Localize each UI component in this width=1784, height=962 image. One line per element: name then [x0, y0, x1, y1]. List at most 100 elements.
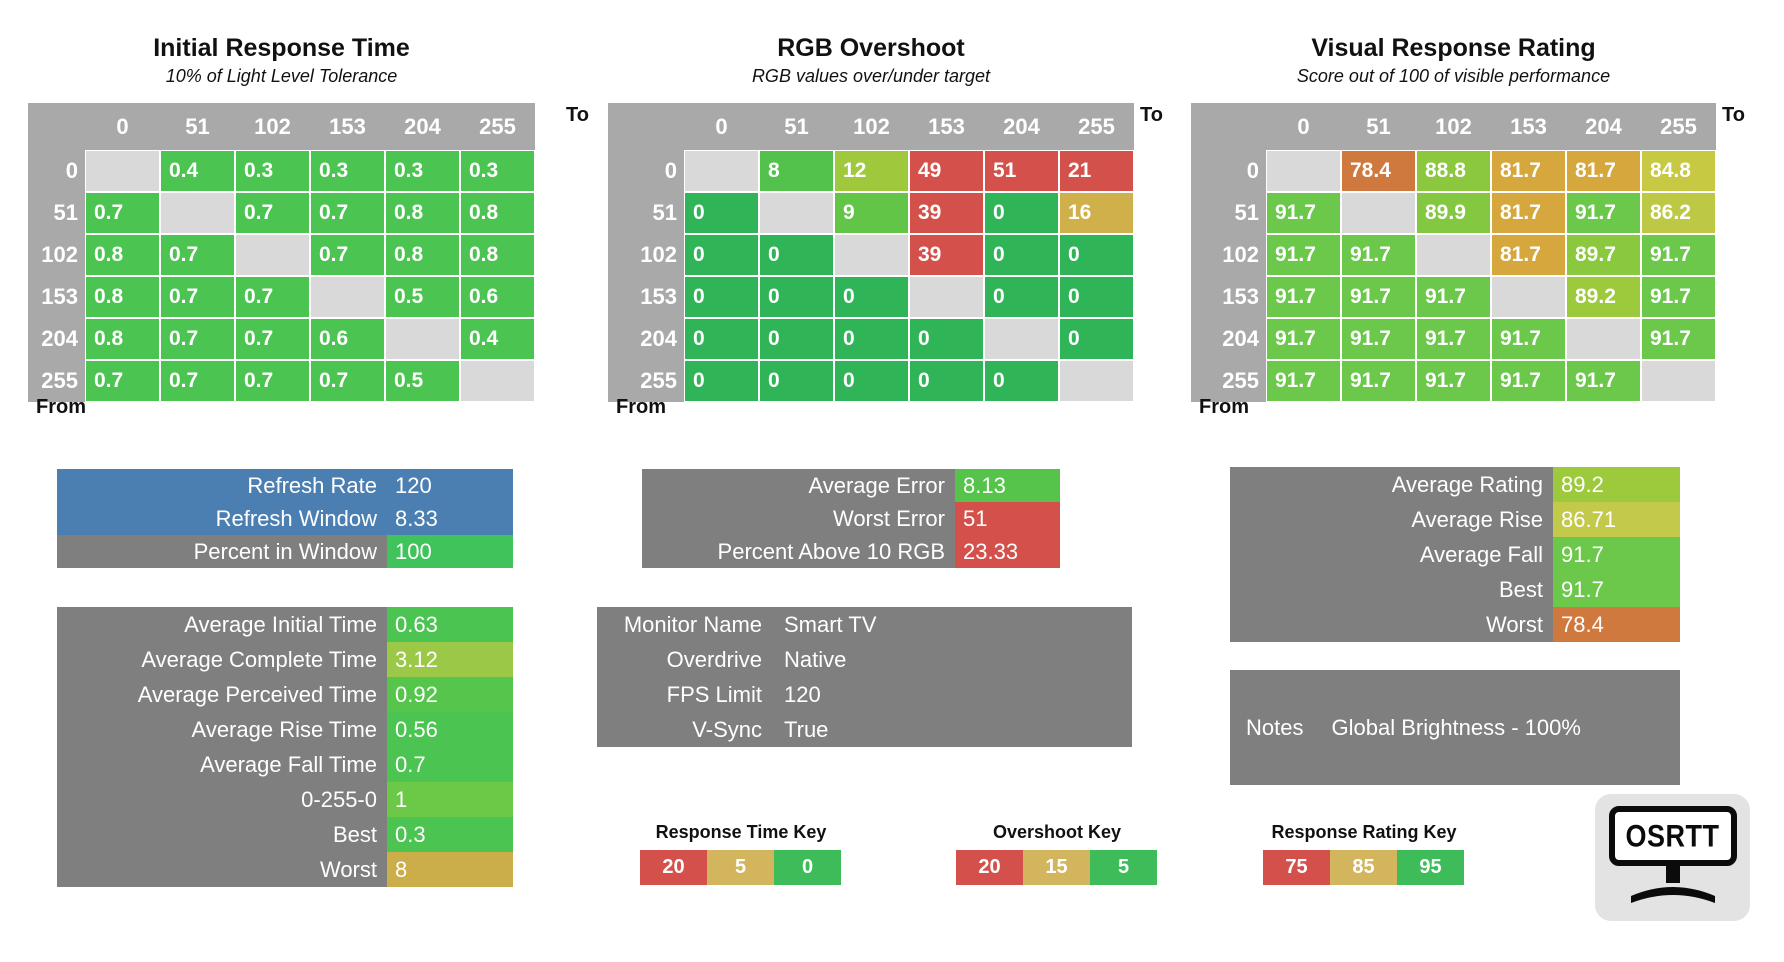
heatmap-cell-255-to-153: 0: [909, 360, 984, 402]
heatmap-cell-0-to-153: 49: [909, 150, 984, 192]
heatmap-cell-0-to-102: 0.3: [235, 150, 310, 192]
heatmap-cell-153-to-102: 0: [834, 276, 909, 318]
heatmap-cell-255-to-51: 0.7: [160, 360, 235, 402]
row-label: Best: [1498, 576, 1543, 602]
row-value: 0.56: [387, 712, 513, 747]
heatmap-cell-51-to-0: 91.7: [1266, 192, 1341, 234]
panel-row: Overdrive Native: [597, 642, 1132, 677]
table-subtitle-visual-response-rating: Score out of 100 of visible performance: [1296, 66, 1611, 86]
heatmap-cell-0-to-255: 21: [1059, 150, 1134, 192]
row-label: Average Fall: [1419, 541, 1543, 567]
row-value: 0.63: [387, 607, 513, 642]
overshoot-key-title: Overshoot Key: [992, 822, 1122, 842]
axis-label-from: From: [36, 396, 86, 418]
row-header-0: 0: [1191, 150, 1266, 192]
heatmap-cell-153-to-51: 91.7: [1341, 276, 1416, 318]
row-header-153: 153: [1191, 276, 1266, 318]
heatmap-cell-153-to-153: [909, 276, 984, 318]
heatmap-cell-0-to-102: 12: [834, 150, 909, 192]
row-header-153: 153: [608, 276, 684, 318]
heatmap-cell-255-to-0: 91.7: [1266, 360, 1341, 402]
row-header-204: 204: [28, 318, 85, 360]
column-header-102: 102: [235, 103, 310, 150]
heatmap-rgb-overshoot: 0 51 102 153 204 255 0 8 12 49 51 21 51 0 9 39 0 16 102 0 0 3…: [608, 103, 1134, 402]
heatmap-cell-51-to-153: 81.7: [1491, 192, 1566, 234]
row-value: Native: [784, 646, 847, 672]
table-title-visual-response-rating: Visual Response Rating: [1311, 34, 1596, 62]
heatmap-cell-0-to-51: 78.4: [1341, 150, 1416, 192]
heatmap-cell-51-to-51: [160, 192, 235, 234]
panel-row: V-Sync True: [597, 712, 1132, 747]
osrtt-logo: OSRTT: [1595, 794, 1750, 921]
column-header-204: 204: [984, 103, 1059, 150]
monitor-stand-icon: [1630, 866, 1715, 903]
column-header-102: 102: [834, 103, 909, 150]
table-subtitle-initial-response-time: 10% of Light Level Tolerance: [165, 66, 398, 86]
panel-row: Best 0.3: [57, 817, 513, 852]
row-value: 8.33: [395, 505, 438, 531]
heatmap-cell-51-to-102: 9: [834, 192, 909, 234]
response-time-key-title: Response Time Key: [655, 822, 827, 842]
row-label: Worst: [1485, 611, 1543, 637]
heatmap-cell-204-to-0: 0.8: [85, 318, 160, 360]
heatmap-cell-255-to-204: 91.7: [1566, 360, 1641, 402]
heatmap-cell-204-to-153: 0: [909, 318, 984, 360]
heatmap-cell-51-to-153: 39: [909, 192, 984, 234]
heatmap-cell-102-to-0: 91.7: [1266, 234, 1341, 276]
heatmap-cell-204-to-204: [984, 318, 1059, 360]
row-label: Best: [332, 821, 377, 847]
heatmap-cell-255-to-102: 91.7: [1416, 360, 1491, 402]
key-cell: 20: [956, 850, 1023, 885]
notes-value: Global Brightness - 100%: [1331, 714, 1581, 740]
osrtt-logo-text: OSRTT: [1625, 818, 1720, 853]
heatmap-cell-0-to-51: 0.4: [160, 150, 235, 192]
key-cell: 75: [1263, 850, 1330, 885]
row-value: 0.92: [387, 677, 513, 712]
heatmap-cell-102-to-0: 0: [684, 234, 759, 276]
heatmap-cell-255-to-51: 0: [759, 360, 834, 402]
heatmap-cell-204-to-51: 0.7: [160, 318, 235, 360]
heatmap-cell-102-to-255: 91.7: [1641, 234, 1716, 276]
heatmap-cell-255-to-51: 91.7: [1341, 360, 1416, 402]
heatmap-cell-255-to-153: 0.7: [310, 360, 385, 402]
row-value: 3.12: [387, 642, 513, 677]
heatmap-cell-153-to-0: 0: [684, 276, 759, 318]
panel-row: Average Error 8.13: [642, 469, 1060, 502]
heatmap-cell-51-to-0: 0.7: [85, 192, 160, 234]
heatmap-cell-255-to-102: 0: [834, 360, 909, 402]
overshoot-key: 20 15 5: [956, 850, 1157, 885]
row-value: 89.2: [1553, 467, 1680, 502]
heatmap-cell-204-to-255: 91.7: [1641, 318, 1716, 360]
row-value: True: [784, 716, 829, 742]
row-value: 0.7: [387, 747, 513, 782]
heatmap-cell-0-to-153: 81.7: [1491, 150, 1566, 192]
monitor-info-panel: Monitor Name Smart TV Overdrive Native FPS L…: [597, 607, 1132, 747]
heatmap-cell-153-to-51: 0: [759, 276, 834, 318]
heatmap-cell-51-to-153: 0.7: [310, 192, 385, 234]
row-value: 86.71: [1553, 502, 1680, 537]
heatmap-cell-0-to-153: 0.3: [310, 150, 385, 192]
column-header-255: 255: [460, 103, 535, 150]
row-label: 0-255-0: [301, 786, 377, 812]
notes-panel: Notes Global Brightness - 100%: [1230, 670, 1680, 785]
key-cell: 0: [774, 850, 841, 885]
heatmap-cell-153-to-204: 89.2: [1566, 276, 1641, 318]
panel-row: Refresh Window 8.33: [57, 502, 513, 535]
response-rating-key: 75 85 95: [1263, 850, 1464, 885]
heatmap-cell-153-to-255: 91.7: [1641, 276, 1716, 318]
column-header-102: 102: [1416, 103, 1491, 150]
heatmap-cell-51-to-51: [1341, 192, 1416, 234]
table-title-initial-response-time: Initial Response Time: [153, 34, 410, 62]
heatmap-cell-102-to-102: [235, 234, 310, 276]
row-label: Refresh Rate: [247, 472, 377, 498]
heatmap-cell-255-to-255: [1641, 360, 1716, 402]
heatmap-cell-102-to-153: 81.7: [1491, 234, 1566, 276]
row-value: 8: [387, 852, 513, 887]
panel-row: 0-255-0 1: [57, 782, 513, 817]
row-label: Percent Above 10 RGB: [717, 538, 945, 564]
heatmap-cell-204-to-204: [1566, 318, 1641, 360]
heatmap-initial-response-time: 0 51 102 153 204 255 0 0.4 0.3 0.3 0.3 0.3 51 0.7 0.7 0…: [28, 103, 535, 402]
heatmap-cell-102-to-51: 91.7: [1341, 234, 1416, 276]
heatmap-cell-153-to-255: 0.6: [460, 276, 535, 318]
row-header-255: 255: [28, 360, 85, 402]
